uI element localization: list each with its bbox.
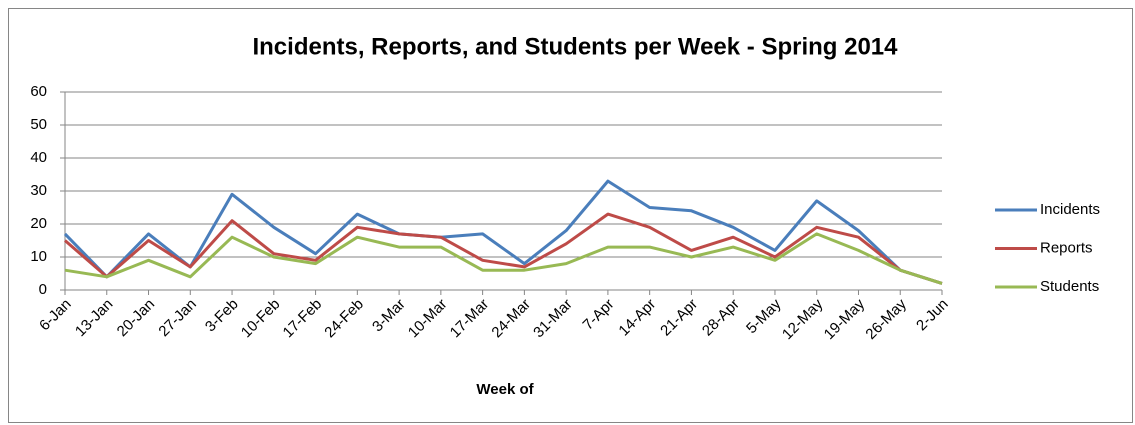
y-tick-label: 0 bbox=[39, 281, 47, 298]
line-series bbox=[64, 212, 943, 285]
legend-label: Incidents bbox=[1040, 201, 1100, 218]
y-tick-label: 20 bbox=[30, 215, 47, 232]
y-tick-label: 50 bbox=[30, 116, 47, 133]
x-axis-title: Week of bbox=[476, 381, 534, 398]
legend-label: Reports bbox=[1040, 239, 1093, 256]
chart-title: Incidents, Reports, and Students per Wee… bbox=[252, 33, 898, 60]
y-tick-label: 30 bbox=[30, 182, 47, 199]
y-tick-label: 40 bbox=[30, 149, 47, 166]
line-series bbox=[64, 232, 943, 285]
chart-border bbox=[8, 8, 1133, 423]
y-tick-label: 10 bbox=[30, 248, 47, 265]
legend-label: Students bbox=[1040, 278, 1099, 295]
y-tick-label: 60 bbox=[30, 83, 47, 100]
line-series bbox=[63, 179, 943, 285]
